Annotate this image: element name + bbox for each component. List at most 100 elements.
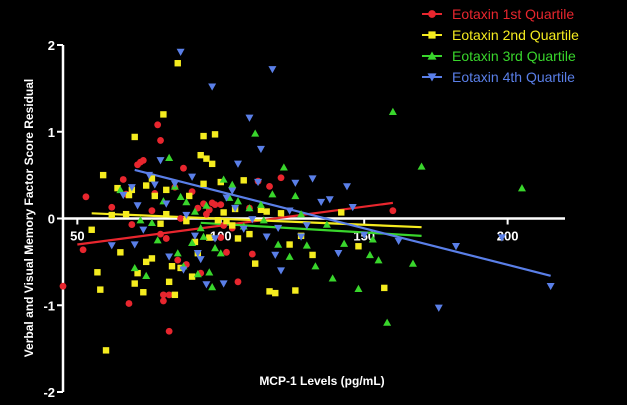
data-point [182,198,191,206]
data-point [223,217,230,225]
data-point [451,243,460,251]
legend-item: Eotaxin 2nd Quartile [422,27,579,43]
data-point [183,217,190,225]
data-point [179,266,188,274]
y-axis-title: Verbal and Visual Memory Factor Score Re… [22,79,36,358]
data-point [193,270,202,278]
data-point [139,226,148,234]
legend-marker [427,51,437,60]
data-point [119,176,127,183]
data-point [148,207,156,215]
data-point [302,241,311,249]
data-point [277,267,286,275]
data-point [171,291,179,299]
legend-label: Eotaxin 3rd Quartile [452,48,576,64]
data-point [156,157,165,165]
data-point [200,132,207,140]
data-point [186,192,193,200]
data-point [136,216,145,224]
data-point [203,155,210,162]
data-point [148,255,156,262]
data-point [271,251,280,259]
data-point [162,235,170,242]
data-point [285,207,294,215]
data-point [133,202,142,210]
data-point [383,318,392,326]
data-point [157,137,164,144]
data-point [193,250,202,258]
data-point [546,282,555,291]
data-point [214,217,222,224]
y-tick-label: 0 [48,212,55,227]
data-point [117,249,124,256]
data-point [188,273,196,280]
data-point [188,238,197,246]
data-point [268,190,277,198]
data-point [196,256,205,264]
data-point [147,218,156,227]
data-point [259,216,268,224]
data-point [360,231,369,239]
data-point [274,224,283,233]
data-point [256,200,265,208]
data-point [217,201,225,209]
data-point [148,175,156,182]
data-point [251,260,259,267]
data-point [285,252,294,260]
data-point [228,180,237,188]
data-point [245,114,254,122]
data-point [208,83,217,91]
data-point [131,133,138,141]
data-point [365,250,374,259]
data-point [248,250,256,258]
data-point [217,234,225,241]
data-point [131,280,138,287]
data-point [157,230,164,238]
data-point [233,197,242,205]
data-point [297,233,306,241]
data-point [163,210,170,218]
data-point [176,48,185,56]
data-point [268,66,277,74]
series-points [59,121,397,335]
series-points [107,48,555,312]
data-point [292,287,299,294]
legend-label: Eotaxin 4th Quartile [452,69,575,85]
data-point [389,207,397,215]
data-point [160,297,167,305]
data-point [219,175,228,183]
data-point [231,204,240,213]
data-point [165,153,174,161]
data-point [142,182,150,189]
data-point [125,191,133,199]
data-point [246,230,253,238]
data-point [256,145,265,154]
data-point [277,174,285,182]
data-point [182,211,191,220]
y-tick-label: 1 [48,125,55,140]
data-point [190,232,199,240]
data-point [127,184,136,192]
data-point [220,209,227,216]
data-point [119,191,128,200]
data-point [99,171,107,179]
data-point [102,347,110,354]
data-point [334,250,343,258]
data-point [325,196,334,204]
data-point [157,220,164,227]
legend-item: Eotaxin 4th Quartile [422,69,575,85]
data-point [125,300,133,307]
data-point [140,289,147,296]
data-point [322,220,331,228]
data-point [277,210,285,217]
data-point [208,160,216,168]
data-point [254,178,263,187]
data-point [108,211,115,219]
series-points [88,60,388,354]
data-point [223,248,230,256]
data-point [309,251,316,259]
data-point [130,263,139,272]
data-point [151,192,158,200]
data-point [145,171,154,180]
